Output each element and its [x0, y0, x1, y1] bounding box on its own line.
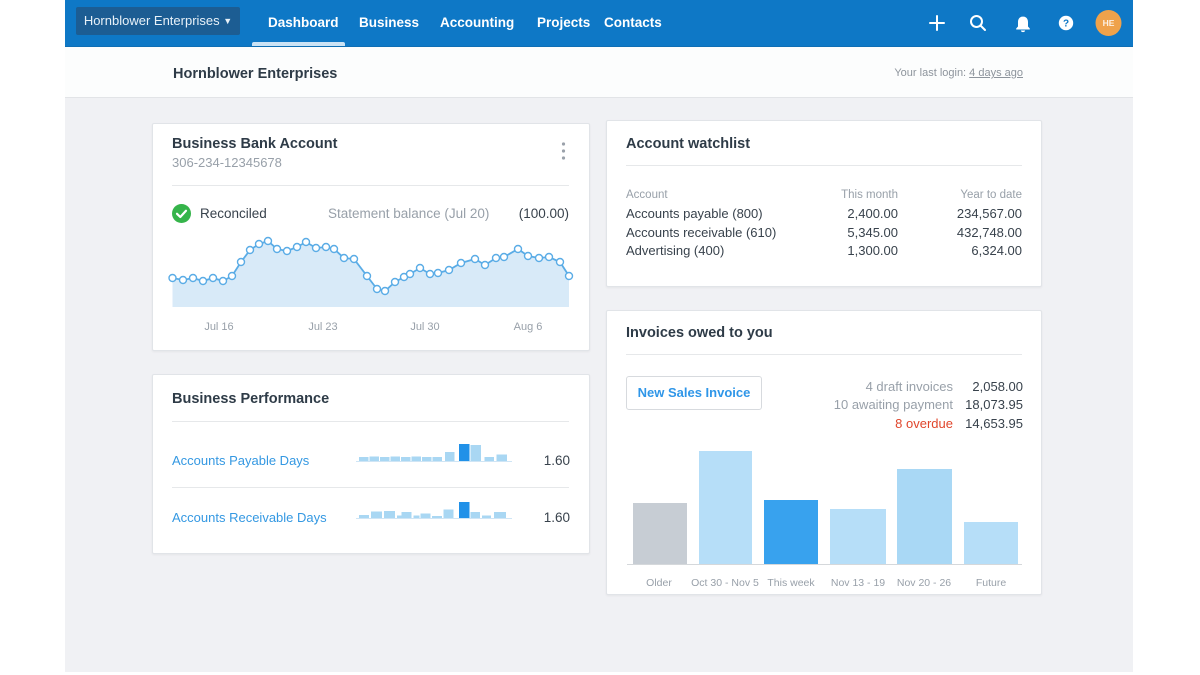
svg-text:?: ?: [1063, 19, 1069, 30]
svg-text:HE: HE: [1103, 18, 1115, 28]
